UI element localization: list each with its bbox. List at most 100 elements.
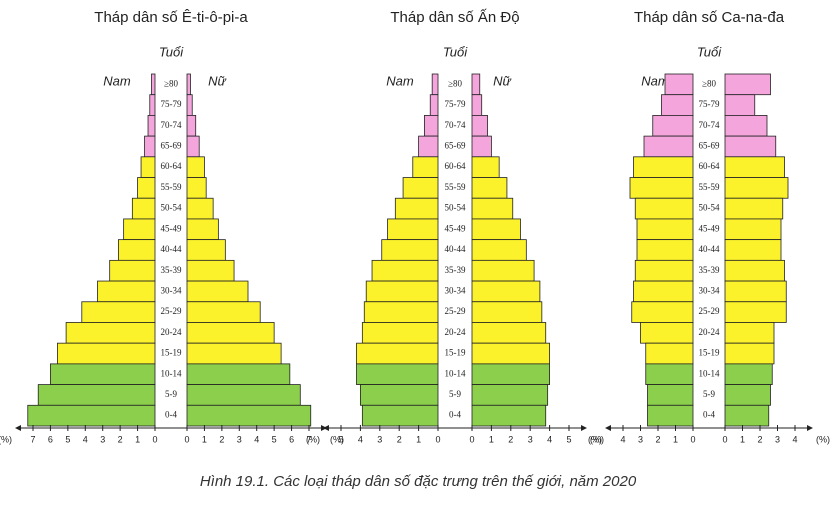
- bar: [633, 280, 694, 303]
- x-tick-label: 2: [508, 434, 513, 444]
- age-group-label: 45-49: [699, 223, 720, 233]
- age-group-label: 15-19: [161, 348, 182, 358]
- bar: [724, 259, 785, 282]
- series-label: Nam: [641, 73, 669, 88]
- bar: [471, 384, 549, 406]
- age-group-label: 15-19: [699, 348, 720, 358]
- x-tick-label: 4: [358, 434, 363, 444]
- bar: [471, 363, 550, 385]
- bar: [361, 404, 439, 427]
- x-tick-label: 3: [100, 434, 105, 444]
- bar: [418, 135, 439, 158]
- x-tick-label: 2: [118, 434, 123, 444]
- x-tick-label: 5: [272, 434, 277, 444]
- bar: [186, 239, 226, 261]
- bar: [186, 115, 197, 137]
- chart-title: Tháp dân số Ê-ti-ô-pi-a: [94, 9, 248, 26]
- x-tick-label: 4: [547, 434, 552, 444]
- age-group-label: ≥80: [448, 78, 462, 88]
- x-tick-label: 0: [435, 434, 440, 444]
- bar: [429, 94, 439, 116]
- bar: [724, 177, 789, 199]
- age-group-label: 0-4: [165, 410, 177, 420]
- bar: [359, 384, 439, 406]
- unit-label: (%): [306, 434, 320, 444]
- bar: [431, 73, 439, 96]
- x-tick-label: 5: [65, 434, 70, 444]
- bar: [186, 363, 291, 385]
- x-tick-label: 7: [306, 434, 311, 444]
- bar: [186, 259, 235, 282]
- age-group-label: 0-4: [703, 410, 715, 420]
- x-tick-label: 1: [416, 434, 421, 444]
- bar: [471, 280, 541, 303]
- x-tick-label: 5: [338, 434, 343, 444]
- age-group-label: 25-29: [699, 306, 720, 316]
- bar: [724, 218, 782, 241]
- bar: [402, 177, 439, 199]
- bar: [652, 115, 694, 137]
- bar: [724, 94, 756, 116]
- bar: [724, 384, 771, 406]
- x-tick-label: 2: [219, 434, 224, 444]
- bar: [647, 384, 694, 406]
- age-label: Tuổi: [697, 44, 722, 59]
- bar: [137, 177, 156, 199]
- bar: [27, 404, 156, 427]
- age-group-label: 60-64: [699, 161, 720, 171]
- age-group-label: 50-54: [699, 203, 720, 213]
- unit-label: (%): [816, 434, 830, 444]
- bar: [186, 404, 312, 427]
- age-group-label: 75-79: [699, 99, 720, 109]
- x-tick-label: 1: [673, 434, 678, 444]
- x-tick-label: 6: [48, 434, 53, 444]
- bar: [424, 115, 439, 137]
- bar: [629, 177, 694, 199]
- bar: [65, 322, 156, 344]
- x-tick-label: 6: [289, 434, 294, 444]
- bar: [471, 259, 535, 282]
- chart-title: Tháp dân số Ấn Độ: [390, 9, 519, 26]
- x-tick-label: 1: [135, 434, 140, 444]
- bar: [186, 197, 214, 220]
- bar: [363, 301, 439, 323]
- bar: [636, 239, 694, 261]
- bar: [186, 280, 249, 303]
- x-tick-label: 0: [690, 434, 695, 444]
- age-group-label: 15-19: [445, 348, 466, 358]
- bar: [118, 239, 156, 261]
- age-group-label: 40-44: [161, 244, 182, 254]
- age-group-label: 70-74: [699, 120, 720, 130]
- age-group-label: 10-14: [699, 368, 720, 378]
- age-group-label: 5-9: [449, 389, 461, 399]
- age-group-label: 30-34: [445, 285, 466, 295]
- bar: [633, 156, 694, 178]
- bar: [151, 73, 156, 96]
- bar: [371, 259, 439, 282]
- bar: [471, 156, 500, 178]
- age-group-label: 60-64: [161, 161, 182, 171]
- bar: [471, 322, 547, 344]
- age-group-label: 55-59: [699, 182, 720, 192]
- bar: [724, 135, 777, 158]
- age-group-label: 35-39: [699, 265, 720, 275]
- age-group-label: ≥80: [164, 78, 178, 88]
- age-group-label: 45-49: [161, 223, 182, 233]
- bar: [186, 218, 219, 241]
- bar: [634, 259, 694, 282]
- bar: [471, 197, 514, 220]
- x-tick-label: 4: [792, 434, 797, 444]
- age-group-label: 70-74: [445, 120, 466, 130]
- bar: [140, 156, 156, 178]
- bar: [724, 156, 785, 178]
- age-group-label: 5-9: [703, 389, 715, 399]
- age-group-label: 75-79: [161, 99, 182, 109]
- age-label: Tuổi: [443, 44, 468, 59]
- x-tick-label: 4: [83, 434, 88, 444]
- bar: [109, 259, 156, 282]
- bar: [37, 384, 156, 406]
- age-group-label: 5-9: [165, 389, 177, 399]
- x-tick-label: 1: [740, 434, 745, 444]
- bar: [471, 94, 483, 116]
- x-tick-label: 0: [152, 434, 157, 444]
